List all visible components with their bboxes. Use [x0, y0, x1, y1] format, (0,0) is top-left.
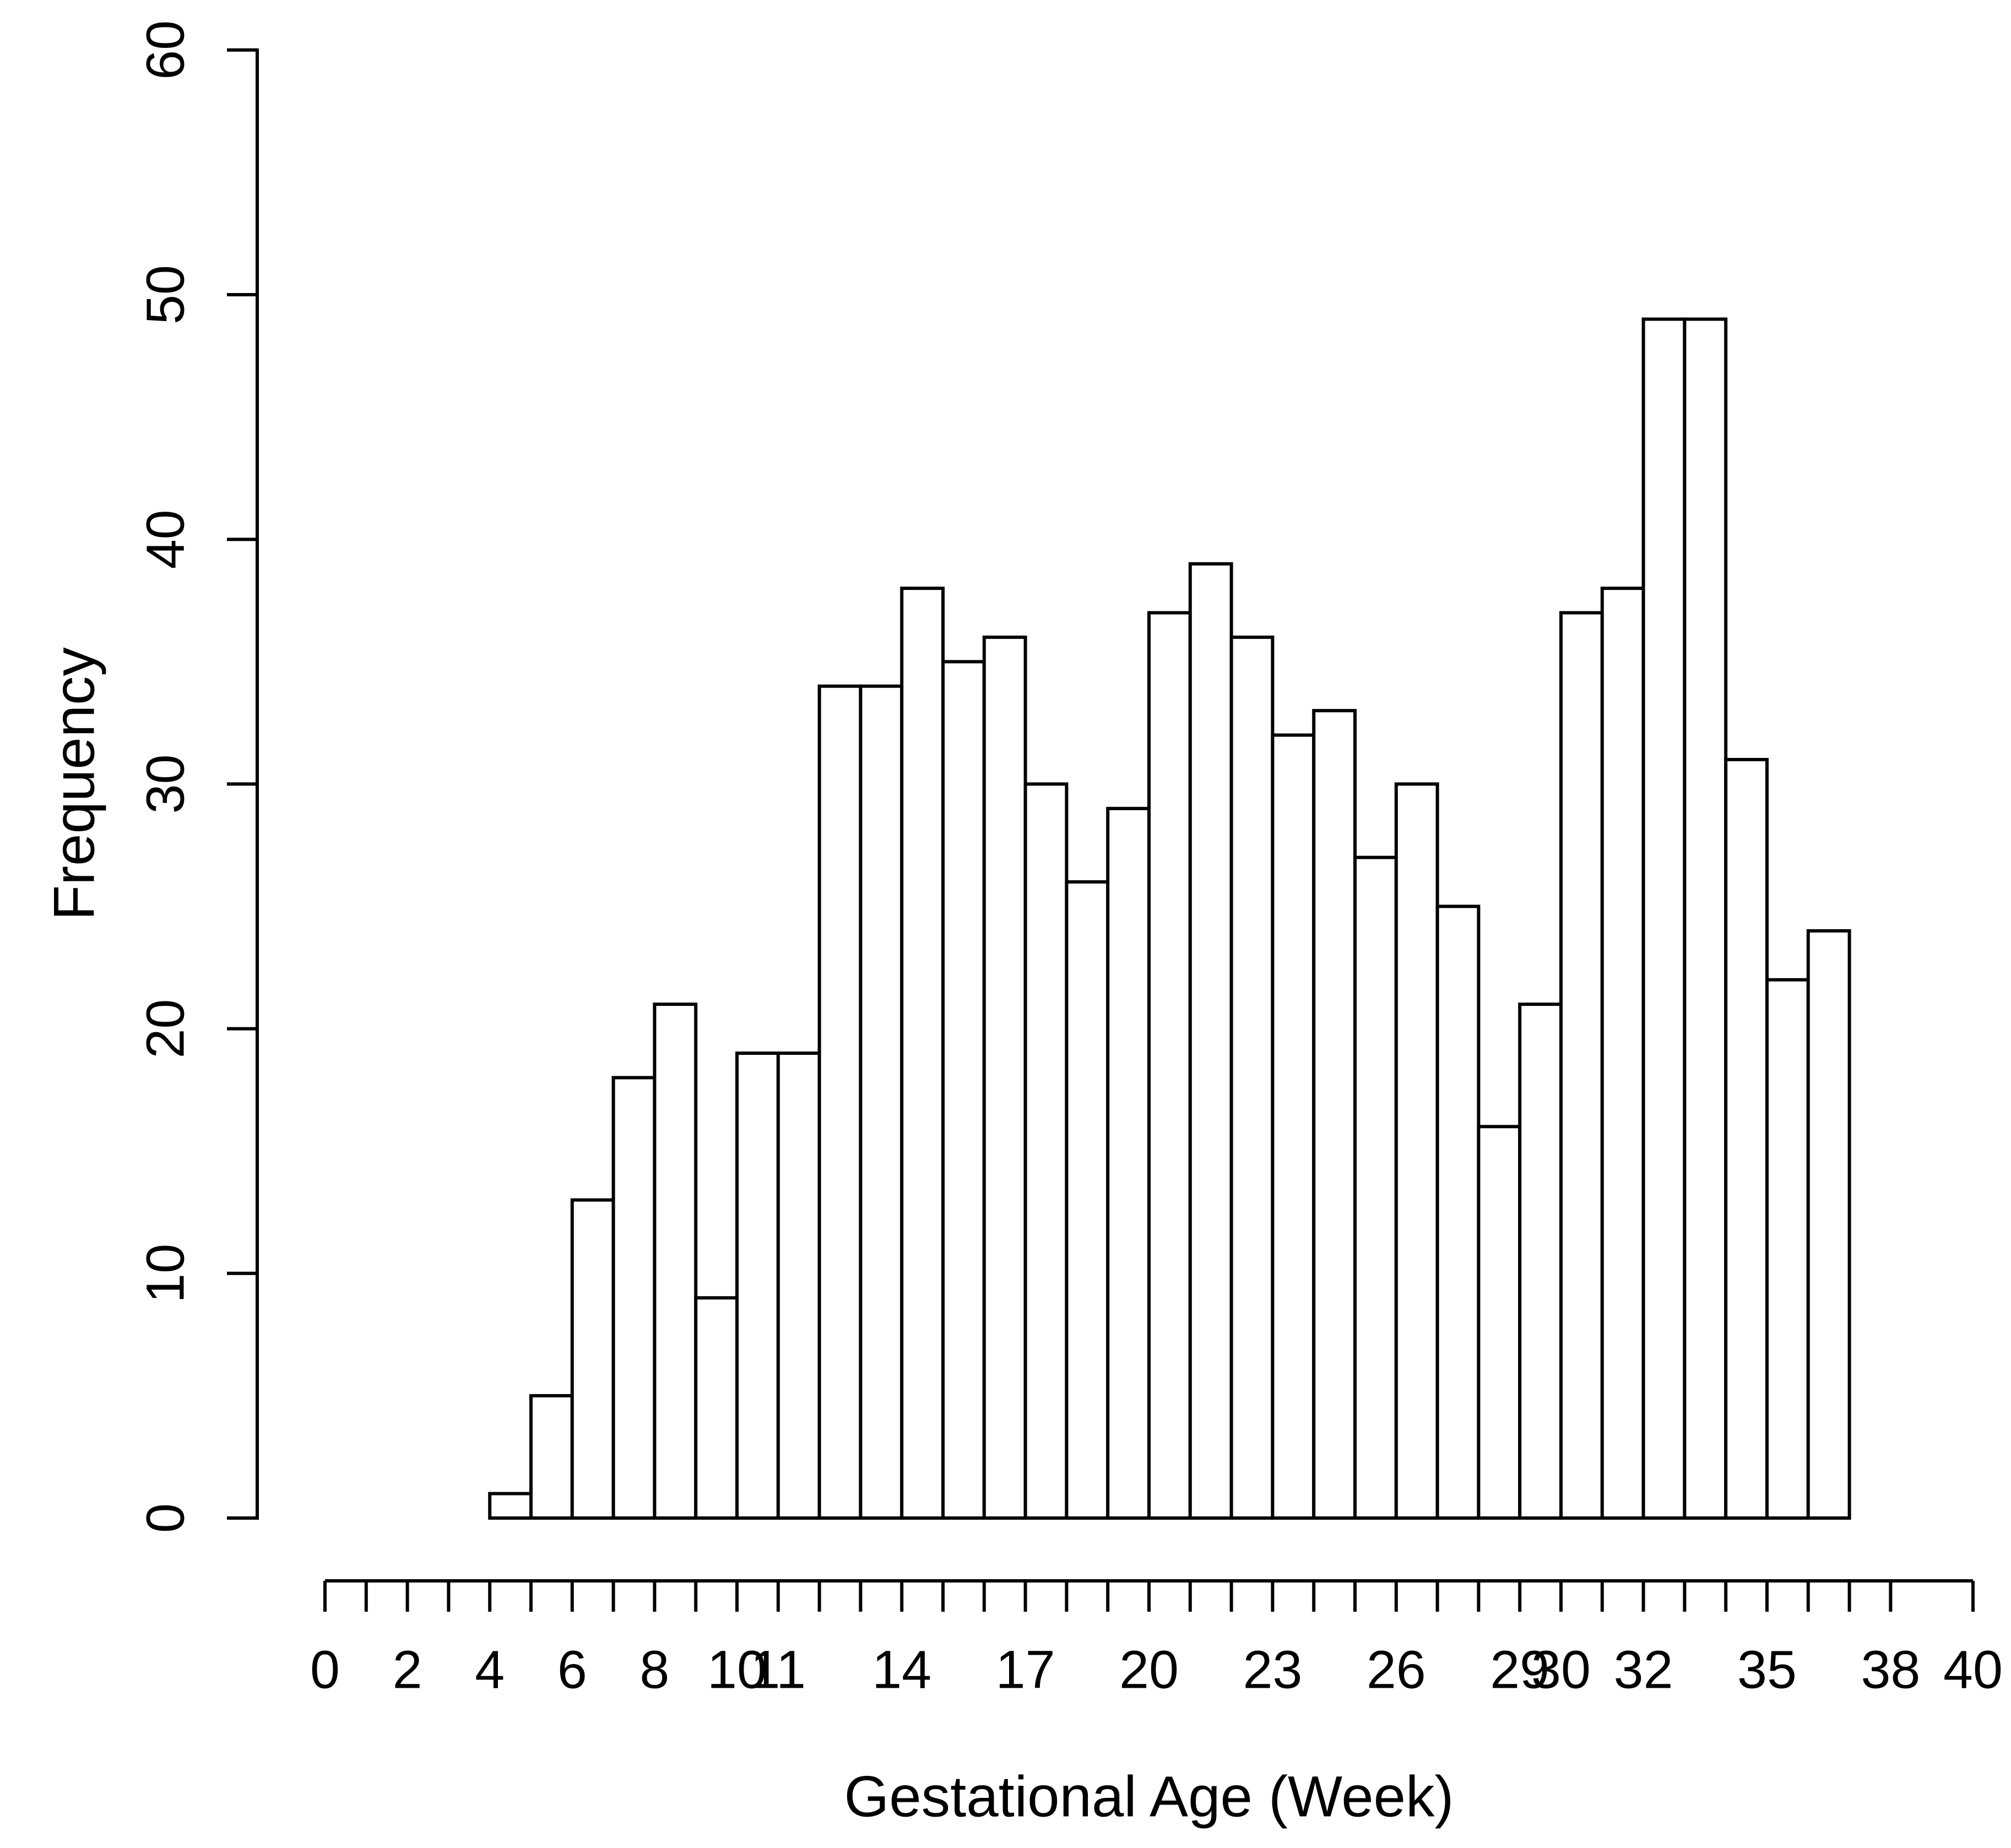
- histogram-bar: [1188, 562, 1233, 1520]
- y-axis-tick-label: 10: [135, 1244, 196, 1303]
- x-axis-tick-label: 23: [1243, 1640, 1302, 1700]
- histogram-bar: [1353, 855, 1398, 1520]
- histogram-bar: [653, 1002, 698, 1520]
- y-axis-tick-label: 0: [135, 1503, 196, 1533]
- histogram-bar: [529, 1394, 574, 1520]
- histogram-bar: [1065, 880, 1110, 1520]
- y-axis-ticks: [227, 48, 257, 1520]
- histogram-bar: [900, 587, 945, 1520]
- x-axis-tick-label: 11: [750, 1640, 806, 1700]
- histogram-bar: [1683, 317, 1728, 1520]
- histogram-bar: [1806, 929, 1851, 1520]
- x-axis-tick-label: 30: [1531, 1640, 1591, 1700]
- histogram-bar: [817, 684, 863, 1520]
- histogram-bar: [611, 1076, 657, 1520]
- histogram-bar: [1147, 611, 1192, 1520]
- histogram-bar: [1106, 806, 1151, 1520]
- x-axis-tick-label: 10: [707, 1640, 767, 1700]
- x-axis-title: Gestational Age (Week): [844, 1765, 1454, 1829]
- y-axis-title: Frequency: [42, 647, 107, 920]
- x-axis-tick-label: 20: [1119, 1640, 1179, 1700]
- histogram-bar: [735, 1052, 780, 1520]
- histogram-bar: [1312, 709, 1357, 1520]
- y-axis-tick-label: 50: [135, 265, 196, 324]
- x-axis-tick-label: 29: [1490, 1640, 1549, 1700]
- x-axis-tick-label: 6: [557, 1640, 587, 1700]
- histogram-bar: [1229, 635, 1275, 1520]
- histogram-bar: [859, 684, 904, 1520]
- histogram-bar: [1394, 782, 1439, 1520]
- bars-group: [488, 317, 1851, 1520]
- x-axis-tick-label: 2: [393, 1640, 422, 1700]
- y-axis-tick-label: 40: [135, 510, 196, 569]
- histogram-bar: [694, 1296, 739, 1520]
- x-axis-tick-label: 26: [1367, 1640, 1426, 1700]
- x-axis-tick-label: 35: [1737, 1640, 1797, 1700]
- histogram-bar: [941, 660, 986, 1520]
- histogram-bar: [1600, 587, 1645, 1520]
- y-axis-tick-label: 60: [135, 20, 196, 80]
- histogram-bar: [1559, 611, 1604, 1520]
- histogram-bar: [570, 1198, 615, 1520]
- x-axis-tick-label: 4: [475, 1640, 505, 1700]
- x-axis-tick-label: 0: [310, 1640, 340, 1700]
- y-axis-tick-label: 30: [135, 754, 196, 814]
- histogram-bar: [488, 1492, 533, 1520]
- x-axis-tick-label: 40: [1943, 1640, 2003, 1700]
- histogram-bar: [1023, 782, 1069, 1520]
- histogram-bar: [1477, 1125, 1522, 1520]
- histogram-bar: [776, 1052, 821, 1520]
- x-axis-tick-label: 32: [1614, 1640, 1673, 1700]
- histogram-bar: [1518, 1002, 1563, 1520]
- x-axis-tick-label: 14: [872, 1640, 931, 1700]
- x-axis-tick-label: 8: [639, 1640, 669, 1700]
- x-axis-tick-label: 38: [1861, 1640, 1920, 1700]
- y-axis-tick-labels: 0 10 20 30 40 50 60: [135, 20, 196, 1533]
- histogram-bar: [1765, 978, 1810, 1520]
- histogram-bar: [1271, 733, 1316, 1520]
- histogram-bar: [1435, 904, 1481, 1520]
- histogram-bar: [1724, 757, 1769, 1520]
- histogram-bar: [982, 635, 1027, 1520]
- histogram-bar: [1641, 317, 1687, 1520]
- x-axis-ticks: [323, 1581, 1975, 1612]
- x-axis-tick-label: 17: [996, 1640, 1055, 1700]
- y-axis-tick-label: 20: [135, 999, 196, 1059]
